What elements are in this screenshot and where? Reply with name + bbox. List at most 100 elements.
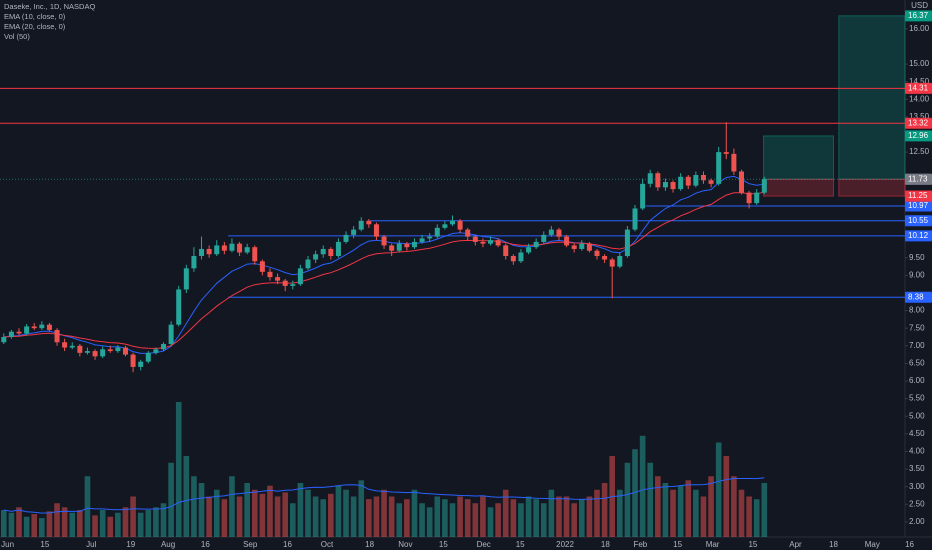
x-tick-label: 18 — [365, 540, 374, 549]
candle-body — [754, 192, 760, 204]
candle-body — [761, 179, 767, 193]
volume-bar — [191, 476, 197, 537]
candle-body — [640, 183, 646, 209]
candle-body — [708, 180, 714, 184]
candle-body — [685, 176, 691, 186]
candle-body — [381, 236, 387, 246]
candle-body — [282, 280, 288, 286]
volume-bar — [244, 483, 250, 537]
y-tick-label: 6.50 — [909, 359, 925, 368]
volume-bar — [556, 496, 562, 537]
candle-body — [130, 354, 136, 367]
volume-bar — [662, 483, 669, 537]
volume-bar — [404, 499, 410, 537]
volume-bar — [601, 483, 608, 537]
volume-bar — [647, 462, 654, 537]
candle-body — [457, 220, 463, 230]
y-tick-label: 2.50 — [909, 499, 925, 508]
volume-bar — [366, 499, 372, 537]
volume-bar — [472, 503, 479, 537]
candle-body — [472, 236, 478, 242]
volume-bar — [731, 476, 737, 537]
volume-bar — [39, 518, 45, 537]
volume-bar — [525, 496, 532, 537]
candle-body — [632, 208, 638, 230]
x-tick-label: 16 — [201, 540, 210, 549]
volume-bar — [358, 480, 365, 537]
volume-bar — [685, 480, 692, 537]
volume-bar — [213, 489, 220, 537]
volume-bar — [107, 516, 114, 537]
candle-body — [373, 224, 379, 237]
line-badge-label: 14.31 — [908, 83, 929, 92]
y-tick-label: 13.50 — [909, 112, 930, 121]
candle-body — [46, 324, 52, 330]
line-badge-label: 10.97 — [908, 201, 929, 210]
volume-bar — [548, 489, 555, 537]
y-tick-label: 4.00 — [909, 447, 925, 456]
volume-bar — [624, 462, 631, 537]
volume-bar — [540, 503, 547, 537]
candle-body — [617, 255, 623, 267]
candle-body — [389, 245, 395, 251]
y-tick-label: 15.00 — [909, 59, 930, 68]
target-badge-label: 16.37 — [908, 11, 929, 20]
candle-body — [31, 326, 37, 329]
candle-body — [503, 245, 509, 256]
candle-body — [366, 220, 372, 225]
y-tick-label: 7.00 — [909, 341, 925, 350]
volume-bar — [328, 493, 334, 537]
y-tick-label: 16.00 — [909, 24, 930, 33]
x-tick-label: 15 — [40, 540, 49, 549]
candle-body — [313, 254, 319, 260]
candle-body — [495, 240, 501, 246]
volume-bar — [115, 512, 121, 537]
candle-body — [191, 255, 197, 269]
y-tick-label: 12.50 — [909, 147, 930, 156]
volume-bar — [289, 503, 296, 537]
candle-body — [579, 243, 585, 249]
candle-body — [252, 247, 258, 262]
candle-body — [434, 227, 440, 237]
volume-bar — [434, 496, 441, 537]
volume-bar — [312, 496, 319, 537]
x-tick-label: 18 — [829, 540, 838, 549]
x-tick-label: Apr — [789, 540, 802, 549]
candle-body — [548, 229, 554, 235]
volume-bar — [153, 507, 159, 537]
volume-bar — [160, 503, 167, 537]
y-tick-label: 14.00 — [909, 94, 930, 103]
volume-bar — [343, 489, 349, 537]
y-tick-label: 6.00 — [909, 376, 925, 385]
volume-bar — [297, 483, 304, 537]
candle-body — [153, 349, 159, 353]
candle-body — [678, 176, 684, 190]
candle-body — [411, 241, 417, 248]
volume-bar — [715, 442, 722, 537]
currency: USD — [911, 1, 928, 10]
candle-body — [450, 220, 455, 225]
volume-bar — [92, 515, 98, 537]
candle-body — [39, 324, 45, 329]
volume-bar — [206, 496, 212, 537]
y-tick-label: 3.00 — [909, 482, 925, 491]
target-zone — [763, 135, 835, 180]
line-badge-label: 13.32 — [908, 118, 929, 127]
y-tick-label: 9.50 — [909, 253, 925, 262]
volume-bar — [571, 503, 577, 537]
volume-bar — [738, 489, 745, 537]
candle-body — [69, 345, 75, 348]
volume-bar — [198, 483, 205, 537]
candle-body — [351, 229, 357, 235]
candle-body — [533, 241, 539, 248]
volume-bar — [320, 499, 327, 537]
candle-body — [328, 248, 334, 256]
volume-bar — [617, 489, 623, 537]
candle-body — [237, 243, 243, 253]
line-badge — [905, 215, 932, 227]
candle-body — [275, 277, 281, 281]
target-zone — [838, 15, 906, 180]
volume-bar — [84, 476, 91, 537]
volume-bar — [632, 449, 638, 537]
x-tick-label: 15 — [673, 540, 682, 549]
